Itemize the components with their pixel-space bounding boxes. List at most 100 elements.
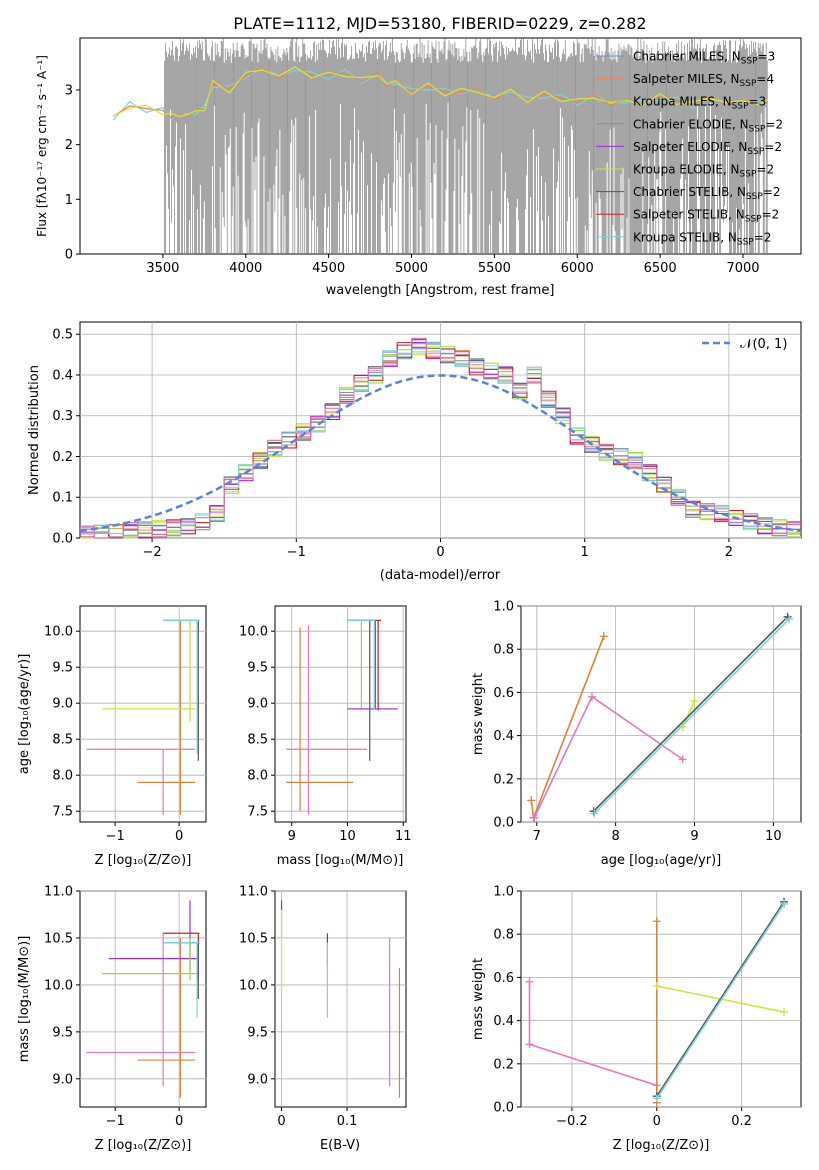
- x-tick-label: 0: [175, 1114, 183, 1129]
- x-tick-label: −0.2: [556, 1114, 588, 1129]
- residual-ylabel: Normed distribution: [27, 365, 42, 495]
- z-age-ylabel: age [log₁₀(age/yr)]: [17, 654, 32, 775]
- weight-line: [593, 616, 789, 812]
- age-weight-content: 7 8 9 10 0.0 0.2 0.4 0.6 0.8 1.0: [493, 600, 801, 844]
- residual-histogram: [80, 342, 801, 539]
- x-tick-label: 7000: [726, 261, 759, 276]
- y-tick-label: 10.5: [239, 931, 268, 946]
- x-tick-label: −1: [106, 829, 125, 844]
- spectrum-panel: 3500 4000 4500 5000 5500 6000 6500 7000 0 1 2 3 Cha…: [35, 37, 802, 298]
- x-tick-label: −2: [143, 545, 162, 560]
- weight-marker: [525, 977, 534, 986]
- spectrum-model-lines: [112, 66, 769, 121]
- z-mass-xlabel: Z [log₁₀(Z/Z⊙)]: [95, 1138, 192, 1153]
- legend-label: Kroupa ELODIE, NSSP=2: [633, 163, 774, 180]
- observed-spectrum: [164, 38, 768, 254]
- residual-histograms: [79, 337, 802, 539]
- y-tick-label: 0.6: [493, 971, 514, 986]
- y-tick-label: 9.0: [52, 1072, 73, 1087]
- y-tick-label: 1.0: [493, 885, 514, 900]
- y-tick-label: 0.8: [493, 643, 514, 658]
- ebv-mass-xlabel: E(B-V): [320, 1138, 360, 1153]
- y-tick-label: 9.5: [52, 1025, 73, 1040]
- y-tick-label: 0.5: [52, 328, 73, 343]
- model-spectrum: [112, 66, 769, 118]
- weight-marker: [652, 982, 661, 991]
- x-tick-label: 9: [288, 829, 296, 844]
- z-mass-panel: −1 0 9.0 9.5 10.0 10.5 11.0 Z [log₁₀(Z/Z⊙)] ma…: [17, 885, 207, 1153]
- legend-label: Salpeter ELODIE, NSSP=2: [633, 140, 782, 157]
- y-tick-label: 9.0: [247, 1072, 268, 1087]
- y-tick-label: 0.4: [52, 368, 73, 383]
- x-tick-label: 4000: [229, 261, 262, 276]
- figure-title: PLATE=1112, MJD=53180, FIBERID=0229, z=0…: [233, 14, 646, 33]
- legend-label: Kroupa STELIB, NSSP=2: [633, 230, 771, 247]
- x-tick-label: 0: [653, 1114, 661, 1129]
- x-tick-label: 3500: [146, 261, 179, 276]
- z-mass-content: −1 0 9.0 9.5 10.0 10.5 11.0: [44, 885, 206, 1129]
- y-tick-label: 9.0: [52, 697, 73, 712]
- x-tick-label: 8: [612, 829, 620, 844]
- x-tick-label: 7: [533, 829, 541, 844]
- x-tick-label: 5500: [478, 261, 511, 276]
- mass-age-panel: 9 10 11 7.5 8.0 8.5 9.0 9.5 10.0 mass [log₁₀(M/M…: [239, 605, 411, 868]
- y-tick-label: 8.0: [52, 769, 73, 784]
- weight-line: [656, 903, 785, 1099]
- ebv-mass-axes: [274, 890, 407, 1108]
- y-tick-label: 9.5: [52, 661, 73, 676]
- weight-marker: [599, 632, 608, 641]
- y-tick-label: 0.2: [493, 1057, 514, 1072]
- x-tick-label: 5000: [395, 261, 428, 276]
- weight-marker: [590, 809, 599, 818]
- z-mass-ylabel: mass [log₁₀(M/M⊙)]: [17, 936, 32, 1063]
- y-tick-label: 10.0: [44, 625, 73, 640]
- y-tick-label: 0.3: [52, 409, 73, 424]
- spectrum-legend: Chabrier MILES, NSSP=3 Salpeter MILES, NS…: [596, 50, 783, 247]
- y-tick-label: 0.1: [52, 491, 73, 506]
- y-tick-label: 1: [65, 193, 73, 208]
- weight-marker: [530, 813, 539, 822]
- residual-xlabel: (data-model)/error: [380, 568, 501, 583]
- x-tick-label: 0: [277, 1114, 285, 1129]
- y-tick-label: 1.0: [493, 600, 514, 615]
- residual-panel: −2 −1 0 1 2 0.0 0.1 0.2 0.3 0.4 0.5 𝒩(0, 1) (data-…: [27, 321, 802, 583]
- weight-marker: [525, 1040, 534, 1049]
- normal-curve: [79, 374, 802, 533]
- age-weight-xlabel: age [log₁₀(age/yr)]: [601, 853, 722, 868]
- normal-legend-label: 𝒩(0, 1): [740, 337, 787, 352]
- x-tick-label: 1: [581, 545, 589, 560]
- z-age-panel: −1 0 7.5 8.0 8.5 9.0 9.5 10.0 Z [log₁₀(Z/Z⊙)] a…: [17, 605, 207, 868]
- weight-marker: [780, 1007, 789, 1016]
- x-tick-label: 0.2: [731, 1114, 752, 1129]
- weight-marker: [527, 796, 536, 805]
- x-tick-label: 6000: [561, 261, 594, 276]
- y-tick-label: 0.8: [493, 928, 514, 943]
- y-tick-label: 0.0: [493, 1101, 514, 1116]
- legend-label: Salpeter STELIB, NSSP=2: [633, 208, 779, 225]
- spectrum-data-lines: [164, 38, 768, 254]
- y-tick-label: 9.5: [247, 1025, 268, 1040]
- age-weight-panel: 7 8 9 10 0.0 0.2 0.4 0.6 0.8 1.0 age [log₁₀(age/y…: [471, 600, 802, 868]
- z-weight-content: −0.2 0 0.2 0.0 0.2 0.4 0.6 0.8 1.0: [493, 885, 801, 1129]
- y-tick-label: 0.4: [493, 1014, 514, 1029]
- y-tick-label: 0.4: [493, 729, 514, 744]
- y-tick-label: 10.0: [239, 978, 268, 993]
- x-tick-label: 2: [725, 545, 733, 560]
- z-weight-axes: [520, 890, 802, 1108]
- y-tick-label: 0.2: [493, 772, 514, 787]
- x-tick-label: 0: [436, 545, 444, 560]
- mass-age-axes: [274, 605, 407, 823]
- y-tick-label: 8.5: [52, 733, 73, 748]
- y-tick-label: 2: [65, 138, 73, 153]
- z-mass-axes: [79, 890, 207, 1108]
- x-tick-label: 4500: [312, 261, 345, 276]
- spectrum-ticks: 3500 4000 4500 5000 5500 6000 6500 7000 0 1 2 3: [65, 83, 760, 276]
- mass-age-content: 9 10 11 7.5 8.0 8.5 9.0 9.5 10.0: [239, 606, 411, 844]
- z-weight-panel: −0.2 0 0.2 0.0 0.2 0.4 0.6 0.8 1.0 Z [log₁₀(Z/Z⊙…: [471, 885, 802, 1153]
- weight-marker: [652, 917, 661, 926]
- legend-label: Salpeter MILES, NSSP=4: [633, 72, 774, 89]
- weight-line: [656, 901, 785, 1097]
- legend-label: Chabrier STELIB, NSSP=2: [633, 185, 781, 202]
- x-tick-label: 11: [395, 829, 412, 844]
